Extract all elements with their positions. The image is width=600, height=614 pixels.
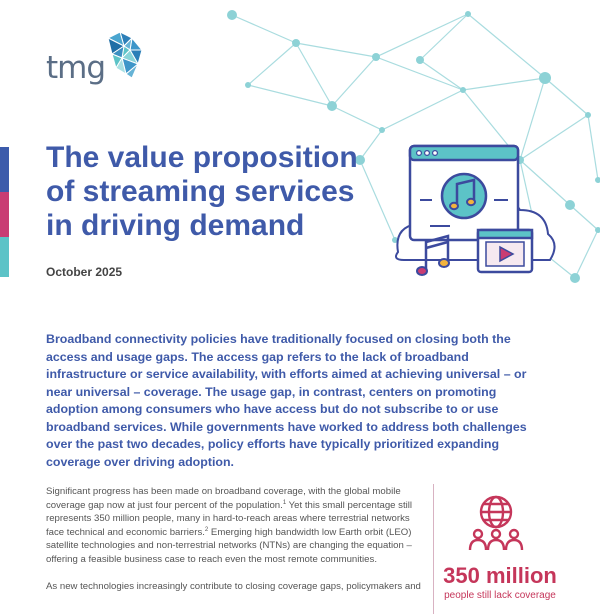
body-paragraph: Significant progress has been made on br…	[46, 486, 413, 565]
streaming-illustration	[395, 144, 556, 276]
title-line: The value proposition	[46, 141, 358, 174]
intro-paragraph: Broadband connectivity policies have tra…	[46, 332, 527, 469]
tmg-logo: tmg	[46, 30, 156, 90]
stat-caption: people still lack coverage	[444, 590, 556, 601]
publication-date: October 2025	[46, 265, 123, 279]
music-notes-icon	[416, 234, 450, 276]
footnote-marker[interactable]: 2	[204, 526, 209, 533]
music-note-icon	[440, 172, 488, 220]
stat-divider	[433, 484, 434, 614]
body-paragraph: As new technologies increasingly contrib…	[46, 580, 421, 592]
side-accent-blue	[0, 147, 9, 192]
logo-wordmark: tmg	[46, 50, 106, 86]
side-accent-pink	[0, 192, 9, 237]
globe-people-icon	[468, 495, 524, 551]
title-line: of streaming services	[46, 175, 355, 208]
side-accent-teal	[0, 237, 9, 277]
video-play-icon	[476, 228, 534, 274]
stat-value: 350 million	[443, 563, 557, 588]
title-line: in driving demand	[46, 209, 305, 242]
network-graphic	[227, 10, 600, 283]
logo-globe-icon	[106, 31, 144, 79]
document-title: The value proposition of streaming servi…	[46, 141, 366, 243]
body-column: Significant progress has been made on br…	[46, 485, 421, 606]
footnote-marker[interactable]: 1	[282, 499, 287, 506]
